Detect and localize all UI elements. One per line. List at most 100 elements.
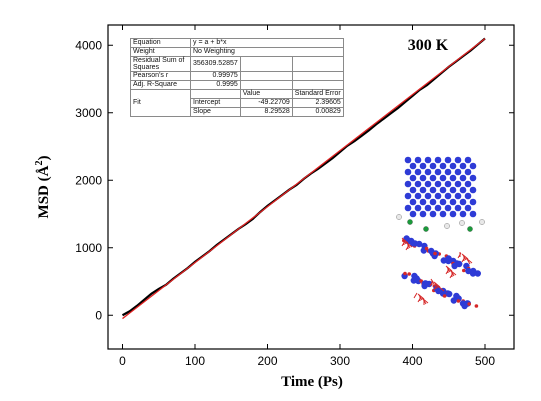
atom <box>404 168 412 176</box>
atom <box>419 162 427 170</box>
atom <box>469 162 477 170</box>
atom <box>409 210 417 218</box>
atom <box>450 297 457 304</box>
series-group <box>121 37 486 320</box>
atom <box>414 180 422 188</box>
atom <box>449 174 457 182</box>
atom <box>444 223 450 229</box>
atom <box>444 192 452 200</box>
atom <box>439 210 447 218</box>
pearson-label: Pearson's r <box>130 71 191 81</box>
atom <box>449 186 457 194</box>
atom <box>439 186 447 194</box>
bond <box>466 258 471 265</box>
atom <box>429 210 437 218</box>
atom <box>419 279 424 283</box>
bond <box>445 268 450 275</box>
atom <box>467 302 472 306</box>
atom <box>414 204 422 212</box>
atom <box>444 156 452 164</box>
atom <box>414 156 422 164</box>
atom <box>464 168 472 176</box>
atom <box>459 174 467 182</box>
atom <box>467 226 473 232</box>
atom <box>459 220 465 226</box>
atom <box>459 210 467 218</box>
atom <box>404 192 412 200</box>
x-tick-label: 400 <box>402 354 422 368</box>
atom <box>464 156 472 164</box>
atom <box>474 304 479 308</box>
atom <box>454 192 462 200</box>
weight-label: Weight <box>130 47 191 57</box>
atom <box>411 240 419 247</box>
atom <box>462 268 466 273</box>
y-tick-label: 4000 <box>75 38 102 52</box>
atom <box>464 180 472 188</box>
intercept-label: Intercept <box>190 98 241 108</box>
standard-error-header: Standard Error <box>291 89 344 99</box>
atom <box>459 198 467 206</box>
atom <box>419 186 427 194</box>
atom <box>407 219 413 225</box>
bond <box>417 293 425 300</box>
atom <box>421 280 429 287</box>
atom <box>454 156 462 164</box>
atom <box>456 260 463 268</box>
atomic-structure-inset <box>396 156 485 310</box>
equation-label: Equation <box>130 38 191 48</box>
atom <box>439 162 447 170</box>
atom <box>433 285 440 292</box>
x-tick-label: 200 <box>257 354 277 368</box>
fit-label: Fit <box>130 89 191 117</box>
atom <box>419 174 427 182</box>
bond <box>401 237 409 244</box>
atom <box>429 186 437 194</box>
atom <box>434 168 442 176</box>
y-axis-label-main: MSD (Å <box>36 165 52 218</box>
bond <box>429 280 434 287</box>
atom <box>419 210 427 218</box>
x-tick-label: 100 <box>185 354 205 368</box>
atom <box>439 198 447 206</box>
y-axis-ticks: 0 1000 2000 3000 4000 <box>75 38 514 322</box>
bond <box>461 253 469 260</box>
y-axis-label-sup: 2 <box>34 161 45 166</box>
atom <box>414 168 422 176</box>
atom <box>429 174 437 182</box>
slope-error: 0.00829 <box>291 107 344 117</box>
atom <box>469 210 477 218</box>
pearson-value: 0.99975 <box>190 71 241 81</box>
intercept-value: -49.22709 <box>239 98 293 108</box>
atom <box>442 294 447 298</box>
linear-fit-line <box>122 38 486 320</box>
y-axis-label-close: ) <box>36 156 52 161</box>
atom <box>424 180 432 188</box>
weight-value: No Weighting <box>190 47 344 57</box>
equation-value: y = a + b*x <box>190 38 344 48</box>
y-axis-label: MSD (Å2) <box>34 156 52 219</box>
atom <box>464 192 472 200</box>
atom <box>449 198 457 206</box>
atom <box>456 299 461 303</box>
atom <box>403 271 407 276</box>
y-tick-label: 2000 <box>75 173 102 187</box>
atom <box>469 270 477 277</box>
atom <box>407 272 412 276</box>
atom <box>446 290 453 298</box>
adj-r-square-label: Adj. R-Square <box>130 80 191 90</box>
atom <box>424 204 432 212</box>
x-tick-label: 500 <box>475 354 495 368</box>
temperature-annotation: 300 K <box>408 37 449 54</box>
bond <box>413 292 418 299</box>
atom <box>459 186 467 194</box>
atom <box>454 168 462 176</box>
atom <box>396 214 402 220</box>
atom <box>469 174 477 182</box>
bond <box>461 256 466 263</box>
plot-frame <box>107 24 515 350</box>
atom <box>419 198 427 206</box>
atom <box>434 180 442 188</box>
atom <box>444 180 452 188</box>
bond <box>449 272 454 279</box>
